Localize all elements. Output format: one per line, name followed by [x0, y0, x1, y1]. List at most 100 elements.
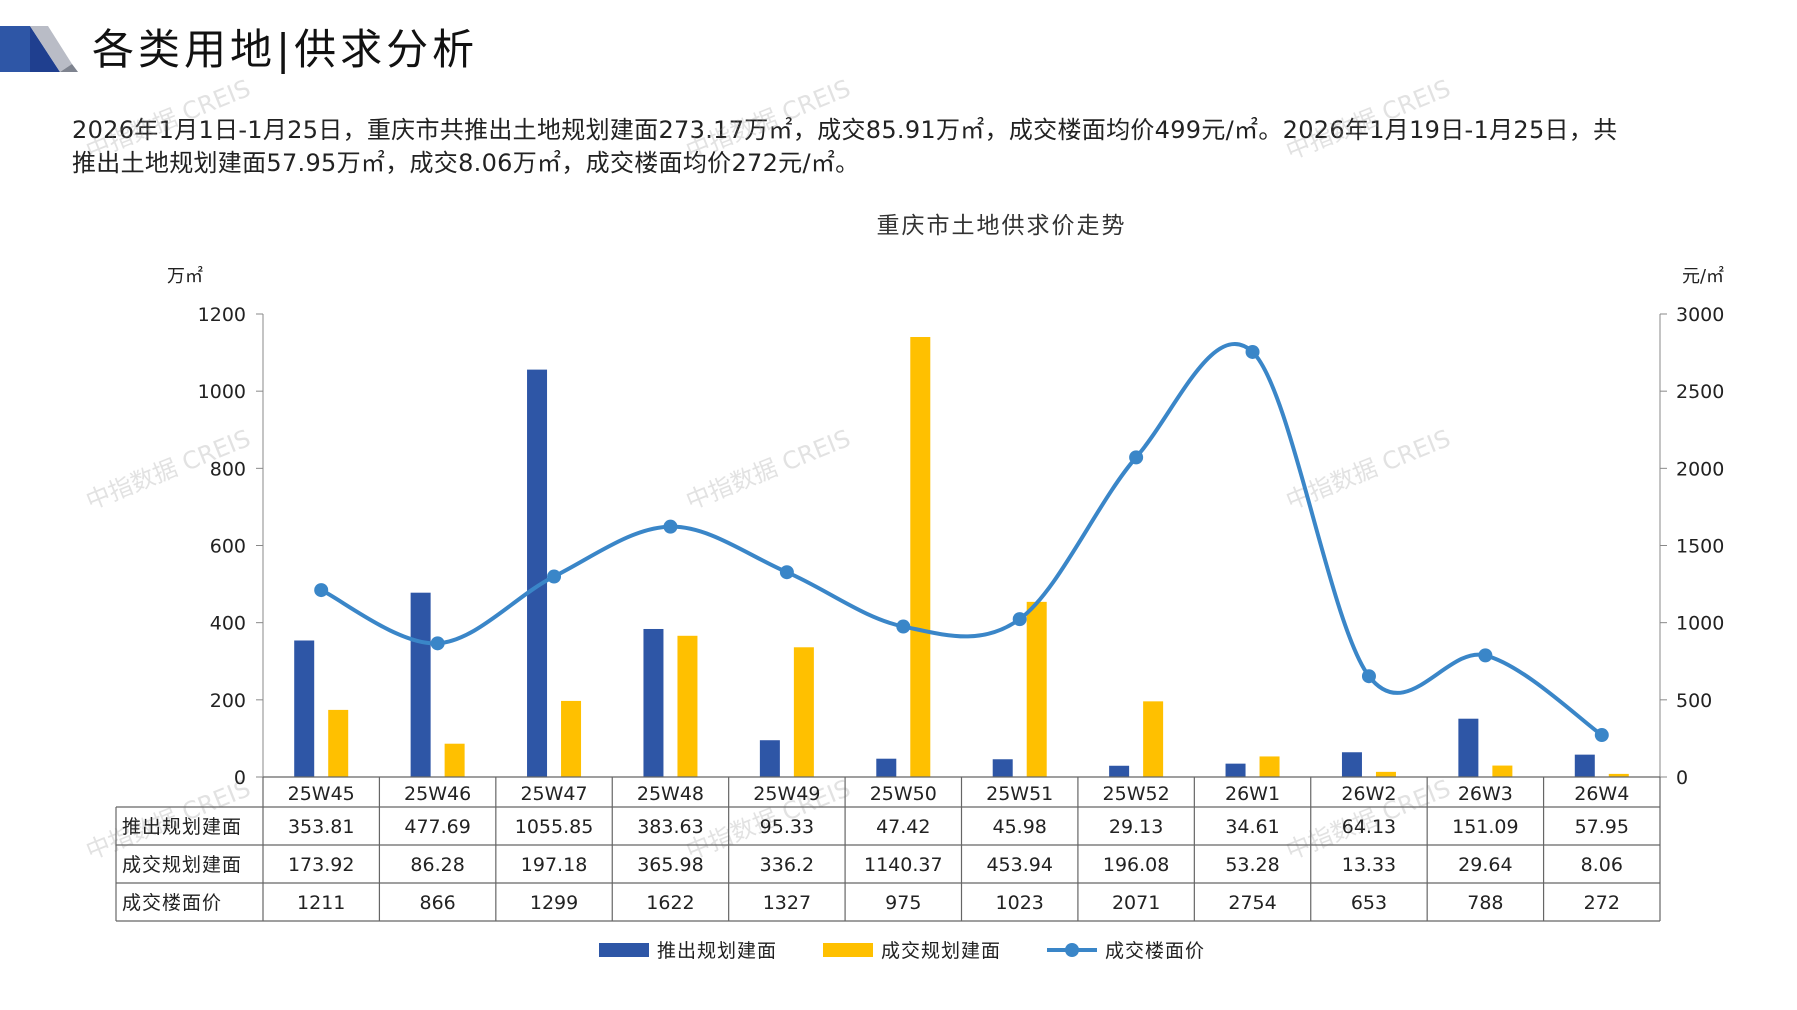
- legend-swatch-price-point: [1065, 943, 1079, 957]
- deal-bar: [910, 337, 931, 777]
- category-label: 25W46: [404, 783, 471, 805]
- category-label: 25W45: [288, 783, 355, 805]
- right-tick-label: 1000: [1676, 613, 1724, 635]
- table-cell-value: 197.18: [521, 854, 587, 876]
- right-tick-label: 0: [1676, 767, 1688, 789]
- category-label: 26W2: [1341, 783, 1396, 805]
- price-point: [779, 565, 794, 580]
- table-cell-value: 57.95: [1575, 816, 1629, 838]
- supply-bar: [1458, 718, 1479, 777]
- price-point: [1594, 728, 1609, 743]
- price-point: [314, 583, 329, 598]
- price-point: [1012, 612, 1027, 627]
- left-tick-label: 0: [234, 767, 246, 789]
- supply-bar: [1574, 754, 1595, 777]
- table-cell-value: 1140.37: [864, 854, 943, 876]
- table-cell-value: 2754: [1228, 892, 1276, 914]
- legend-label-supply: 推出规划建面: [657, 940, 777, 962]
- price-point: [430, 636, 445, 651]
- table-cell-value: 353.81: [288, 816, 354, 838]
- category-label: 26W3: [1458, 783, 1513, 805]
- table-cell-value: 1055.85: [515, 816, 594, 838]
- supply-bar: [1341, 752, 1362, 777]
- supply-bar: [1109, 765, 1130, 777]
- deal-bar: [444, 743, 465, 777]
- price-point: [1245, 344, 1260, 359]
- table-cell-value: 453.94: [986, 854, 1052, 876]
- table-cell-value: 86.28: [410, 854, 464, 876]
- table-cell-value: 1299: [530, 892, 578, 914]
- table-cell-value: 866: [419, 892, 455, 914]
- deal-bar: [1492, 765, 1513, 777]
- table-cell-value: 64.13: [1342, 816, 1396, 838]
- deal-bar: [1375, 771, 1396, 777]
- category-label: 25W49: [753, 783, 820, 805]
- deal-bar: [677, 635, 698, 777]
- table-cell-value: 45.98: [993, 816, 1047, 838]
- table-cell-value: 365.98: [637, 854, 703, 876]
- table-cell-value: 47.42: [876, 816, 930, 838]
- table-cell-value: 2071: [1112, 892, 1160, 914]
- price-point: [547, 569, 562, 584]
- supply-bar: [1225, 763, 1246, 777]
- category-label: 25W52: [1103, 783, 1170, 805]
- supply-bar: [643, 628, 664, 777]
- table-cell-value: 13.33: [1342, 854, 1396, 876]
- table-cell-value: 95.33: [760, 816, 814, 838]
- table-row-header: 成交规划建面: [122, 854, 242, 876]
- table-cell-value: 336.2: [760, 854, 814, 876]
- page-title: 各类用地|供求分析: [92, 25, 479, 74]
- category-label: 26W1: [1225, 783, 1280, 805]
- summary-line-2: 推出土地规划建面57.95万㎡，成交8.06万㎡，成交楼面均价272元/㎡。: [72, 149, 860, 177]
- left-tick-label: 400: [210, 613, 246, 635]
- chart-title: 重庆市土地供求价走势: [877, 213, 1127, 239]
- left-tick-label: 1000: [198, 381, 246, 403]
- table-cell-value: 1622: [646, 892, 694, 914]
- deal-bar: [1143, 701, 1164, 777]
- category-label: 25W51: [986, 783, 1053, 805]
- right-tick-label: 3000: [1676, 304, 1724, 326]
- table-cell-value: 34.61: [1225, 816, 1279, 838]
- table-cell-value: 1023: [996, 892, 1044, 914]
- supply-bar: [294, 640, 315, 777]
- summary-text: 2026年1月1日-1月25日，重庆市共推出土地规划建面273.17万㎡，成交8…: [72, 114, 1742, 180]
- table-cell-value: 173.92: [288, 854, 354, 876]
- price-point: [896, 619, 911, 634]
- left-tick-label: 800: [210, 458, 246, 480]
- price-line: [320, 342, 1603, 737]
- table-cell-value: 196.08: [1103, 854, 1169, 876]
- supply-bar: [410, 592, 431, 777]
- legend-label-price: 成交楼面价: [1105, 940, 1205, 962]
- deal-bar: [561, 700, 582, 777]
- deal-bar: [1259, 756, 1280, 777]
- left-tick-label: 1200: [198, 304, 246, 326]
- supply-bar: [876, 758, 897, 777]
- legend-swatch-supply: [599, 943, 649, 957]
- deal-bar: [793, 647, 814, 777]
- right-tick-label: 500: [1676, 690, 1712, 712]
- table-row-header: 推出规划建面: [122, 816, 242, 838]
- table-row-header: 成交楼面价: [122, 892, 222, 914]
- legend-swatch-deal: [823, 943, 873, 957]
- table-cell-value: 477.69: [404, 816, 470, 838]
- page-header: 各类用地|供求分析: [0, 22, 700, 78]
- table-cell-value: 383.63: [637, 816, 703, 838]
- supply-bar: [992, 759, 1013, 777]
- table-cell-value: 1211: [297, 892, 345, 914]
- price-point: [663, 519, 678, 534]
- left-tick-label: 200: [210, 690, 246, 712]
- category-label: 26W4: [1574, 783, 1629, 805]
- supply-bar: [759, 740, 780, 777]
- table-cell-value: 29.64: [1458, 854, 1512, 876]
- table-cell-value: 151.09: [1452, 816, 1518, 838]
- table-cell-value: 8.06: [1581, 854, 1623, 876]
- deal-bar: [1608, 773, 1629, 777]
- table-cell-value: 53.28: [1225, 854, 1279, 876]
- table-cell-value: 653: [1351, 892, 1387, 914]
- header-logo-icon: [0, 26, 78, 72]
- price-point: [1129, 450, 1144, 465]
- summary-line-1: 2026年1月1日-1月25日，重庆市共推出土地规划建面273.17万㎡，成交8…: [72, 116, 1618, 144]
- category-label: 25W50: [870, 783, 937, 805]
- left-axis-unit: 万㎡: [167, 265, 203, 287]
